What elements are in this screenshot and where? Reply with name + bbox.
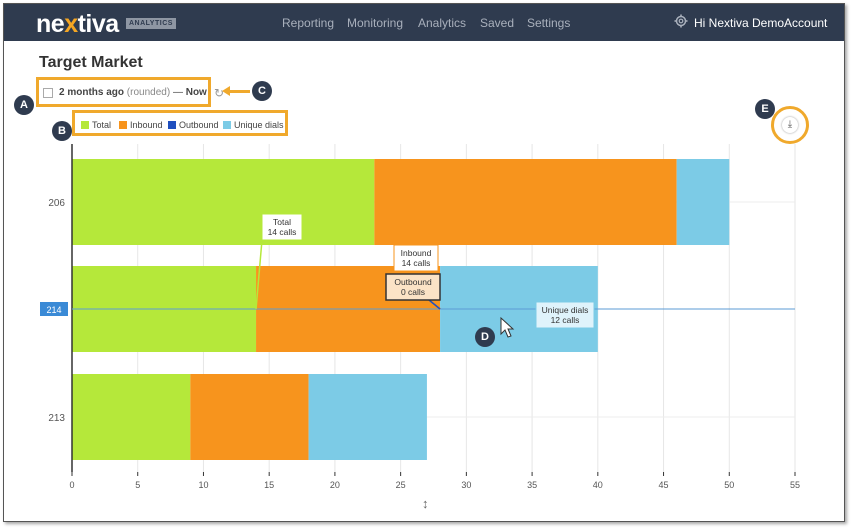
download-icon: ⤓	[782, 117, 798, 133]
legend-swatch-inbound	[119, 121, 127, 129]
calendar-icon	[43, 88, 53, 98]
tooltip-box	[261, 213, 303, 241]
x-tick-label: 10	[198, 480, 208, 490]
app-window: nextiva ANALYTICS Reporting Monitoring A…	[3, 3, 845, 522]
bar-total-213[interactable]	[72, 374, 191, 460]
tooltip-connector	[255, 239, 263, 310]
date-rounded: (rounded)	[126, 87, 171, 98]
page-title: Target Market	[39, 54, 143, 71]
bar-unique-dials-213[interactable]	[308, 374, 427, 460]
tooltip-value: 14 calls	[402, 258, 431, 268]
legend-item-outbound[interactable]: Outbound	[168, 120, 219, 130]
callout-c-arrowhead	[222, 86, 230, 96]
y-tick-label: 213	[48, 413, 65, 424]
bar-inbound-213[interactable]	[190, 374, 309, 460]
mouse-cursor-icon	[500, 316, 515, 338]
x-tick-label: 50	[724, 480, 734, 490]
top-navigation-bar: nextiva ANALYTICS Reporting Monitoring A…	[4, 4, 844, 41]
hover-category-label: 214	[46, 305, 61, 315]
nav-saved[interactable]: Saved	[480, 16, 515, 30]
bar-total-206[interactable]	[72, 159, 375, 245]
callout-a: A	[14, 95, 34, 115]
legend-swatch-total	[81, 121, 89, 129]
analytics-badge: ANALYTICS	[126, 18, 176, 29]
x-tick-label: 0	[69, 480, 74, 490]
x-tick-label: 25	[396, 480, 406, 490]
tooltip-value: 14 calls	[268, 227, 297, 237]
legend-item-inbound[interactable]: Inbound	[119, 120, 163, 130]
tooltip-value: 12 calls	[551, 315, 580, 325]
tooltip-box	[385, 273, 441, 301]
nav-reporting[interactable]: Reporting	[282, 16, 335, 30]
date-to: Now	[185, 87, 207, 98]
date-from: 2 months ago	[59, 87, 125, 98]
date-separator: —	[172, 87, 183, 98]
legend-swatch-unique-dials	[223, 121, 231, 129]
tooltip-title: Unique dials	[542, 305, 589, 315]
stacked-bar-chart: 2062142130510152025303540455055214Total1…	[40, 144, 800, 490]
callout-b: B	[52, 121, 72, 141]
legend-item-total[interactable]: Total	[81, 120, 111, 130]
callout-c-arrow	[228, 90, 250, 93]
tooltip-box	[393, 244, 439, 272]
y-tick-label: 206	[48, 198, 65, 209]
callout-e: E	[755, 99, 775, 119]
x-tick-label: 15	[264, 480, 274, 490]
tooltip-value: 0 calls	[401, 287, 425, 297]
x-tick-label: 20	[330, 480, 340, 490]
nav-analytics[interactable]: Analytics	[418, 16, 467, 30]
tooltip-connector	[428, 299, 441, 310]
nav-settings[interactable]: Settings	[527, 16, 571, 30]
date-range-selector[interactable]: 2 months ago (rounded) — Now	[36, 77, 211, 107]
nav-monitoring[interactable]: Monitoring	[347, 16, 404, 30]
callout-d: D	[475, 327, 495, 347]
legend-item-unique-dials[interactable]: Unique dials	[223, 120, 284, 130]
x-tick-label: 55	[790, 480, 800, 490]
resize-handle[interactable]: ↕	[422, 496, 429, 511]
x-tick-label: 5	[135, 480, 140, 490]
x-tick-label: 35	[527, 480, 537, 490]
tooltip-title: Outbound	[394, 277, 432, 287]
refresh-icon[interactable]: ↻	[214, 86, 225, 100]
bar-unique-dials-206[interactable]	[676, 159, 730, 245]
download-button[interactable]: ⤓	[771, 106, 809, 144]
x-tick-label: 40	[593, 480, 603, 490]
user-menu[interactable]: Hi Nextiva DemoAccount	[694, 16, 828, 30]
tooltip-box	[535, 301, 595, 329]
tooltip-title: Total	[273, 217, 291, 227]
bar-inbound-206[interactable]	[374, 159, 677, 245]
x-tick-label: 30	[461, 480, 471, 490]
legend-swatch-outbound	[168, 121, 176, 129]
hover-category-badge	[40, 302, 68, 316]
nextiva-logo[interactable]: nextiva	[36, 10, 119, 38]
x-tick-label: 45	[659, 480, 669, 490]
tooltip-title: Inbound	[401, 248, 432, 258]
chart-legend: Total Inbound Outbound Unique dials	[72, 110, 288, 136]
gear-icon[interactable]	[674, 14, 688, 28]
callout-c: C	[252, 81, 272, 101]
